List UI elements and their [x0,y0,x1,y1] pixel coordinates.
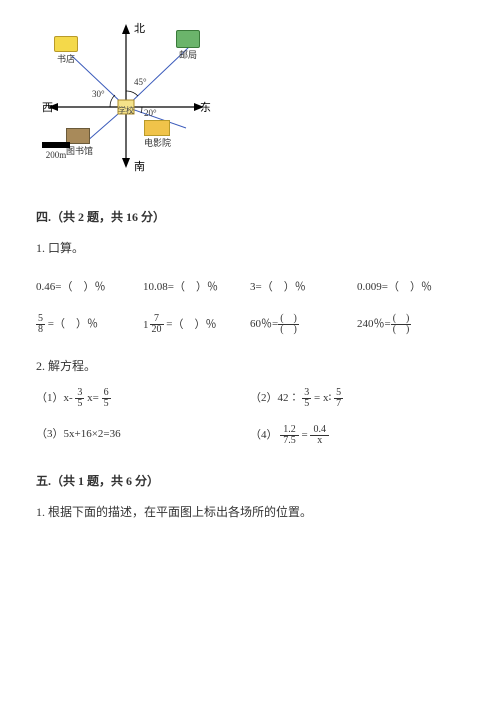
calc-4: 0.009=（ ）％ [357,278,464,294]
direction-diagram: 学校 北 南 东 西 30° 45° 20° 书店 邮局 图书馆 [36,12,216,182]
west-label: 西 [42,102,53,114]
angle2-label: 45° [134,77,147,87]
calc-8: 240％=( )( ) [357,314,464,335]
section5-head: 五.（共 1 题，共 6 分） [36,472,464,489]
s4-q2: 2. 解方程。 [36,357,464,374]
section4-head: 四.（共 2 题，共 16 分） [36,208,464,225]
angle1-label: 30° [92,89,105,99]
postoffice-building: 邮局 [176,30,200,61]
east-label: 东 [200,101,211,114]
eq-grid: （1）x- 35 x= 65 （2）42∶ 35 = x∶ 57 （3）5x+1… [36,388,464,446]
library-building: 图书馆 [66,128,93,157]
eq-2: （2）42∶ 35 = x∶ 57 [250,388,464,409]
calc-grid: 0.46=（ ）％ 10.08=（ ）％ 3=（ ）％ 0.009=（ ）％ 5… [36,278,464,335]
south-label: 南 [134,160,145,173]
bookstore-building: 书店 [54,36,78,65]
north-label: 北 [134,22,145,35]
calc-2: 10.08=（ ）％ [143,278,250,294]
cinema-building: 电影院 [144,120,171,149]
calc-1: 0.46=（ ）％ [36,278,143,294]
calc-7: 60％=( )( ) [250,314,357,335]
eq-3: （3）5x+16×2=36 [36,425,250,446]
calc-6: 1 720 =（ ）％ [143,314,250,335]
scale-bar: 200m [42,140,70,160]
center-label: 学校 [118,105,134,115]
s5-q1: 1. 根据下面的描述，在平面图上标出各场所的位置。 [36,503,464,520]
eq-4: （4） 1.27.5 = 0.4x [250,425,464,446]
angle3-label: 20° [144,108,157,118]
calc-3: 3=（ ）％ [250,278,357,294]
calc-5: 58 =（ ）％ [36,314,143,335]
s4-q1: 1. 口算。 [36,239,464,256]
eq-1: （1）x- 35 x= 65 [36,388,250,409]
